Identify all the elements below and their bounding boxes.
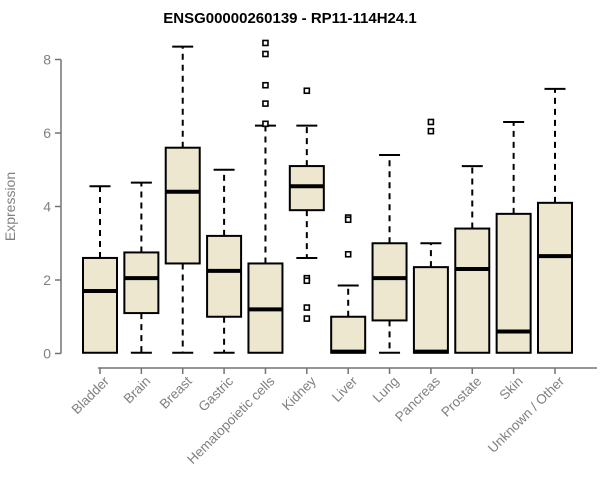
box-prostate <box>454 165 491 354</box>
y-tick-label: 2 <box>43 272 51 288</box>
x-category-label: Brain <box>121 374 154 407</box>
iqr-box <box>164 146 201 265</box>
x-category-label: Unknown / Other <box>485 373 568 456</box>
box-bladder <box>82 185 118 354</box>
outlier-point <box>262 39 269 47</box>
outlier-point <box>427 118 435 126</box>
box-liver <box>330 214 367 354</box>
outlier-point <box>303 315 311 322</box>
y-axis-title: Expression <box>2 172 18 241</box>
outlier-point <box>262 81 269 89</box>
y-tick-label: 4 <box>43 199 51 215</box>
x-category-label: Skin <box>497 374 526 403</box>
iqr-box <box>206 234 243 318</box>
x-category-label: Gastric <box>195 373 236 414</box>
chart-title: ENSG00000260139 - RP11-114H24.1 <box>163 10 417 27</box>
outlier-point <box>303 87 311 95</box>
iqr-box <box>330 315 367 354</box>
y-axis: 0 2 4 6 8 Expression <box>2 52 62 362</box>
box-gastric <box>206 168 243 354</box>
iqr-box <box>537 201 573 354</box>
x-category-label: Breast <box>157 373 195 411</box>
box-breast <box>164 45 201 354</box>
x-category-label: Pancreas <box>392 373 443 424</box>
iqr-box <box>123 251 160 315</box>
iqr-box <box>82 256 118 354</box>
outlier-point <box>303 304 311 311</box>
outlier-point <box>344 216 352 224</box>
y-tick-label: 6 <box>43 125 51 141</box>
outlier-point <box>262 50 269 58</box>
outlier-point <box>427 127 435 135</box>
x-category-label: Prostate <box>438 374 484 420</box>
outlier-point <box>262 100 269 107</box>
iqr-box <box>371 242 408 322</box>
box-brain <box>123 181 160 354</box>
x-category-label: Bladder <box>69 373 113 417</box>
y-tick-label: 8 <box>43 52 51 68</box>
iqr-box <box>454 227 491 354</box>
outlier-point <box>303 277 311 285</box>
x-category-label: Liver <box>329 373 361 405</box>
box-pancreas <box>412 118 449 354</box>
box-skin <box>495 120 532 354</box>
box-hematopoietic-cells <box>247 39 284 354</box>
x-category-label: Lung <box>370 374 402 406</box>
box-kidney <box>288 87 325 322</box>
outlier-point <box>262 120 269 128</box>
box-unknown-other <box>537 87 573 354</box>
x-category-label: Kidney <box>279 373 319 413</box>
plot-area: 0 2 4 6 8 Expression Bladder Brain Breast Gastric… <box>2 39 597 467</box>
box-lung <box>371 154 408 354</box>
iqr-box <box>412 266 449 354</box>
outlier-point <box>344 250 352 258</box>
y-tick-label: 0 <box>43 346 51 362</box>
